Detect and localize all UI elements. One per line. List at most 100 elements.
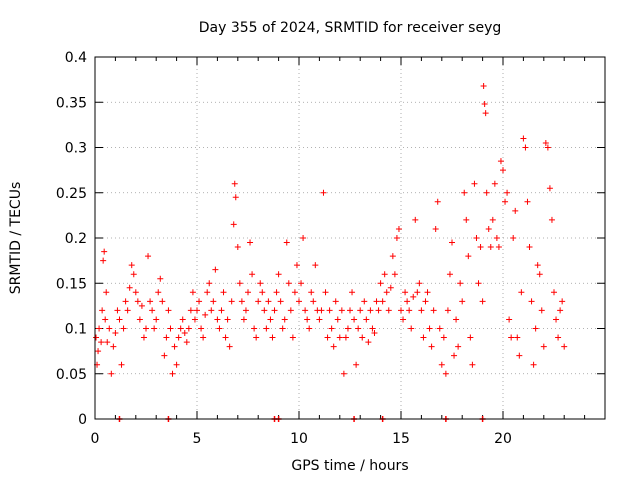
data-point xyxy=(398,307,404,314)
data-point xyxy=(99,307,106,314)
data-point xyxy=(285,280,292,287)
data-point xyxy=(245,289,251,296)
data-point xyxy=(442,370,449,377)
data-point xyxy=(289,334,296,341)
data-point xyxy=(281,316,288,323)
data-point xyxy=(191,316,198,323)
data-point xyxy=(249,271,256,278)
y-tick-label: 0.4 xyxy=(65,50,87,66)
data-point xyxy=(438,361,445,368)
data-point xyxy=(310,298,317,305)
data-point xyxy=(530,361,537,368)
data-point xyxy=(418,307,425,314)
data-point xyxy=(536,271,543,278)
data-point xyxy=(328,325,335,332)
data-point xyxy=(236,280,243,287)
data-point xyxy=(461,189,468,196)
data-point xyxy=(508,334,515,341)
data-point xyxy=(353,361,360,368)
data-point xyxy=(189,289,196,296)
data-point xyxy=(497,158,504,165)
y-tick-label: 0.1 xyxy=(65,322,87,338)
grid xyxy=(95,57,605,419)
data-point xyxy=(420,334,427,341)
data-point xyxy=(257,280,264,287)
data-point xyxy=(506,316,513,323)
data-point xyxy=(101,248,108,255)
data-point xyxy=(173,361,180,368)
data-point xyxy=(414,289,421,296)
data-point xyxy=(130,271,137,278)
data-point xyxy=(202,311,209,318)
data-point xyxy=(196,298,203,305)
y-tick-label: 0.25 xyxy=(56,186,87,202)
data-point xyxy=(171,343,178,350)
data-point xyxy=(132,289,139,296)
data-point xyxy=(432,225,439,232)
data-point xyxy=(296,298,302,305)
data-point xyxy=(475,280,482,287)
data-point xyxy=(453,316,460,323)
data-point xyxy=(179,316,186,323)
data-point xyxy=(112,330,119,337)
data-point xyxy=(114,307,121,314)
data-point xyxy=(363,316,370,323)
data-point xyxy=(306,325,313,332)
data-point xyxy=(104,339,111,346)
data-point xyxy=(400,316,407,323)
y-tick-label: 0 xyxy=(78,412,87,428)
data-point xyxy=(522,144,529,151)
data-point xyxy=(487,244,494,251)
data-point xyxy=(279,325,286,332)
data-point xyxy=(518,289,525,296)
data-point xyxy=(163,334,170,341)
data-point xyxy=(300,235,307,241)
data-point xyxy=(183,339,190,346)
data-point xyxy=(273,289,280,296)
data-point xyxy=(140,334,147,341)
data-point xyxy=(287,307,294,314)
y-tick-label: 0.05 xyxy=(56,367,87,383)
data-point xyxy=(324,334,331,341)
data-point xyxy=(259,289,266,296)
data-point xyxy=(238,298,245,305)
data-point xyxy=(512,207,519,214)
data-point xyxy=(404,298,411,305)
data-point xyxy=(302,307,309,314)
data-point xyxy=(389,253,396,260)
data-point xyxy=(242,307,249,314)
data-point xyxy=(247,239,254,246)
data-point xyxy=(291,289,298,296)
data-point xyxy=(124,307,131,314)
data-point xyxy=(520,135,527,142)
data-point xyxy=(408,325,415,332)
data-point xyxy=(510,235,517,241)
data-point xyxy=(430,307,437,314)
data-point xyxy=(477,244,484,251)
data-point xyxy=(108,370,115,377)
data-point xyxy=(222,334,229,341)
data-point xyxy=(416,280,423,287)
data-point xyxy=(316,316,323,323)
chart-title: Day 355 of 2024, SRMTID for receiver sey… xyxy=(199,20,502,36)
data-point xyxy=(371,330,378,337)
data-point xyxy=(444,307,451,314)
data-point xyxy=(122,298,129,305)
data-point xyxy=(524,198,531,205)
data-point xyxy=(204,289,211,296)
data-point xyxy=(428,343,435,350)
ticks: 0 0.05 0.1 0.15 0.2 0.25 0.3 0.35 0.4 0 5 10 15 20 xyxy=(56,50,605,447)
data-point xyxy=(293,262,300,269)
data-point xyxy=(406,307,413,314)
data-point xyxy=(459,298,466,305)
data-point xyxy=(542,139,549,146)
data-point xyxy=(516,352,523,359)
data-point xyxy=(153,316,160,323)
data-point xyxy=(534,262,541,269)
data-point xyxy=(526,244,533,251)
data-point xyxy=(377,280,384,287)
data-point xyxy=(96,325,103,332)
data-point xyxy=(557,307,564,314)
data-point xyxy=(261,307,268,314)
data-point xyxy=(528,298,535,305)
